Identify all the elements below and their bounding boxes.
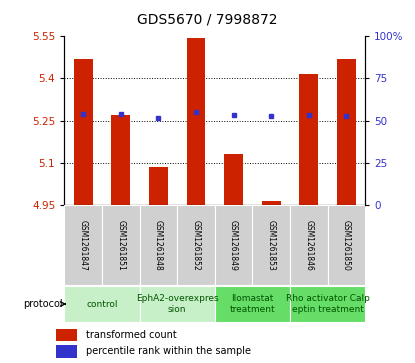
Text: GSM1261852: GSM1261852 [191, 220, 200, 270]
Bar [111, 115, 130, 205]
Bar [64, 205, 102, 285]
Text: GSM1261848: GSM1261848 [154, 220, 163, 270]
Text: GSM1261847: GSM1261847 [78, 220, 88, 270]
Text: EphA2-overexpres
sion: EphA2-overexpres sion [136, 294, 218, 314]
Text: Rho activator Calp
eptin treatment: Rho activator Calp eptin treatment [286, 294, 369, 314]
Text: percentile rank within the sample: percentile rank within the sample [86, 346, 251, 356]
Bar [102, 205, 139, 285]
Bar [299, 74, 318, 205]
Bar [139, 286, 215, 322]
Text: GSM1261853: GSM1261853 [267, 220, 276, 270]
Bar [290, 286, 365, 322]
Text: GSM1261850: GSM1261850 [342, 220, 351, 270]
Text: protocol: protocol [23, 299, 62, 309]
Bar [327, 205, 365, 285]
Bar [74, 59, 93, 205]
Text: GSM1261851: GSM1261851 [116, 220, 125, 270]
Bar [224, 155, 243, 205]
Bar [215, 286, 290, 322]
Bar [56, 329, 77, 341]
Text: transformed count: transformed count [86, 330, 177, 340]
Text: control: control [86, 299, 118, 309]
Text: Ilomastat
treatment: Ilomastat treatment [229, 294, 275, 314]
Bar [177, 205, 215, 285]
Bar [215, 205, 252, 285]
Bar [262, 201, 281, 205]
Bar [290, 205, 327, 285]
Bar [139, 205, 177, 285]
Bar [149, 167, 168, 205]
Bar [64, 286, 139, 322]
Bar [337, 59, 356, 205]
Bar [252, 205, 290, 285]
Text: GSM1261849: GSM1261849 [229, 220, 238, 270]
Text: GSM1261846: GSM1261846 [304, 220, 313, 270]
Bar [187, 38, 205, 205]
Text: GDS5670 / 7998872: GDS5670 / 7998872 [137, 13, 278, 27]
Bar [56, 345, 77, 358]
